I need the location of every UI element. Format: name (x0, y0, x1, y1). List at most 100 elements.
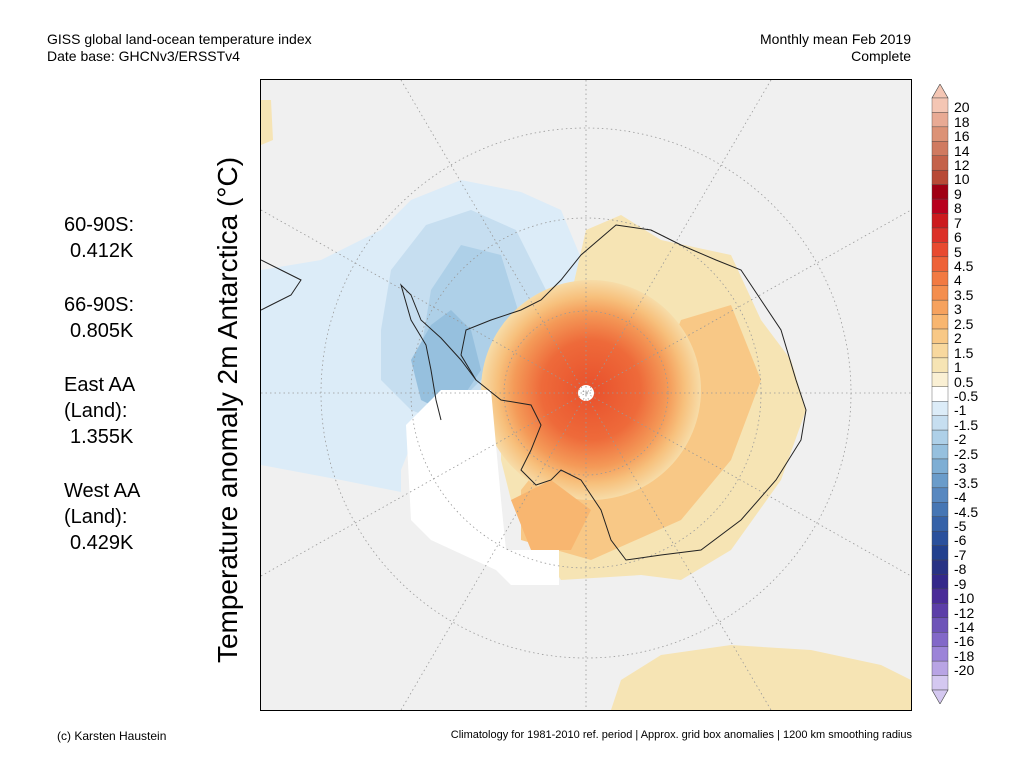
header-period-block: Monthly mean Feb 2019 Complete (760, 31, 911, 65)
colorbar-tick-label: -18 (954, 647, 975, 664)
map-south-america-tip (261, 259, 302, 311)
colorbar-swatch (931, 386, 949, 402)
colorbar-swatch (931, 632, 949, 647)
colorbar-swatch (931, 97, 949, 113)
stat-east-aa: East AA (Land): 1.355K (40, 372, 180, 450)
map-missing-data-sector (406, 390, 559, 585)
footer-credit: (c) Karsten Haustein (57, 729, 167, 743)
colorbar-swatch (931, 169, 949, 185)
period-line-2: Complete (851, 48, 911, 64)
colorbar-tick-label: 4 (954, 272, 962, 289)
colorbar-swatch (931, 184, 949, 200)
colorbar-swatch (931, 242, 949, 258)
y-axis-label-text: Temperature anomaly 2m Antarctica (°C) (212, 156, 243, 664)
colorbar-tick-label: -1.5 (954, 416, 979, 433)
colorbar-swatch (931, 112, 949, 128)
colorbar-swatch (931, 559, 949, 575)
colorbar-swatch (931, 285, 949, 301)
colorbar-tick-label: -7 (954, 546, 967, 563)
colorbar-tick-label: 8 (954, 200, 962, 217)
colorbar-tick-label: -10 (954, 590, 975, 607)
stat-label-sub: (Land): (64, 506, 128, 528)
stat-label: 66-90S: (64, 294, 135, 316)
colorbar-swatch (931, 271, 949, 286)
map-anomaly-warm-lobe (511, 480, 591, 550)
map-peninsula-coastline (399, 283, 477, 421)
colorbar-tick-label: 12 (954, 156, 970, 173)
colorbar-tick-label: -9 (954, 575, 967, 592)
period-line-1: Monthly mean Feb 2019 (760, 31, 911, 47)
colorbar-swatch (931, 516, 949, 532)
colorbar-swatch (931, 372, 949, 387)
header-title-block: GISS global land-ocean temperature index… (47, 31, 312, 65)
colorbar-tick-label: -12 (954, 604, 975, 621)
colorbar-tick-label: -20 (954, 662, 975, 679)
stat-label: East AA (64, 374, 136, 396)
map-anomaly-ne-fringe (261, 100, 273, 145)
colorbar-tick-label: 3.5 (954, 286, 974, 303)
colorbar-swatch (931, 213, 949, 229)
colorbar-tick-label: -6 (954, 532, 967, 549)
colorbar-swatch (931, 646, 949, 662)
colorbar-tick-label: -0.5 (954, 388, 979, 404)
polar-map (260, 79, 912, 711)
colorbar-swatch (931, 473, 949, 489)
colorbar-swatch (931, 675, 949, 691)
stat-66-90s: 66-90S: 0.805K (40, 292, 180, 344)
colorbar-top-arrow (931, 84, 949, 99)
colorbar-swatch (931, 141, 949, 156)
map-graticule (261, 80, 911, 710)
map-missing-data-tail (511, 550, 559, 585)
colorbar-tick-label: -14 (954, 619, 975, 636)
colorbar-swatch (931, 574, 949, 590)
colorbar-swatch (931, 256, 949, 272)
colorbar-tick-label: 16 (954, 128, 970, 145)
stat-60-90s: 60-90S: 0.412K (40, 212, 180, 264)
colorbar-tick-label: -4.5 (954, 503, 979, 520)
colorbar-swatch (931, 401, 949, 416)
colorbar-tick-label: 2.5 (954, 315, 974, 332)
colorbar-bottom-arrow (931, 689, 949, 704)
colorbar-tick-label: 6 (954, 229, 962, 246)
colorbar-tick-label: -16 (954, 633, 975, 650)
colorbar-swatch (931, 198, 949, 214)
colorbar-swatch (931, 126, 949, 142)
stat-value: 0.805K (70, 320, 134, 342)
footer-notes: Climatology for 1981-2010 ref. period | … (450, 729, 912, 741)
colorbar-tick-label: 5 (954, 243, 962, 260)
colorbar-swatch (931, 415, 949, 431)
colorbar-swatches (931, 84, 949, 704)
colorbar-swatch (931, 588, 949, 604)
colorbar-tick-label: 14 (954, 142, 970, 159)
colorbar-swatch (931, 227, 949, 243)
title-line-1: GISS global land-ocean temperature index (47, 31, 312, 47)
colorbar-swatch (931, 429, 949, 445)
colorbar-tick-label: -5 (954, 517, 967, 534)
colorbar-tick-label: 2 (954, 330, 962, 347)
stat-label: 60-90S: (64, 214, 135, 236)
colorbar-tick-label: -3 (954, 460, 967, 477)
colorbar-tick-label: 10 (954, 171, 970, 188)
stat-west-aa: West AA (Land): 0.429K (40, 478, 180, 556)
colorbar-tick-label: 18 (954, 113, 970, 130)
title-line-2: Date base: GHCNv3/ERSSTv4 (47, 48, 240, 64)
colorbar-swatch (931, 314, 949, 330)
colorbar-tick-label: 7 (954, 214, 962, 231)
colorbar-swatch (931, 444, 949, 460)
colorbar-tick-label: 1 (954, 359, 962, 376)
colorbar-swatch (931, 155, 949, 171)
stat-label-sub: (Land): (64, 400, 128, 422)
colorbar-swatch (931, 487, 949, 503)
colorbar-swatch (931, 458, 949, 474)
colorbar-swatch (931, 603, 949, 619)
stat-value: 1.355K (70, 426, 134, 448)
colorbar-swatch (931, 660, 949, 676)
colorbar-tick-label: 4.5 (954, 258, 974, 275)
colorbar-tick-label: -1 (954, 402, 967, 419)
colorbar-swatch (931, 530, 949, 546)
colorbar-tick-label: -4 (954, 489, 967, 506)
colorbar-tick-label: 9 (954, 185, 962, 202)
map-anomaly-cold-peninsula (411, 310, 481, 410)
colorbar-swatch (931, 328, 949, 344)
colorbar-tick-label: 1.5 (954, 344, 974, 361)
